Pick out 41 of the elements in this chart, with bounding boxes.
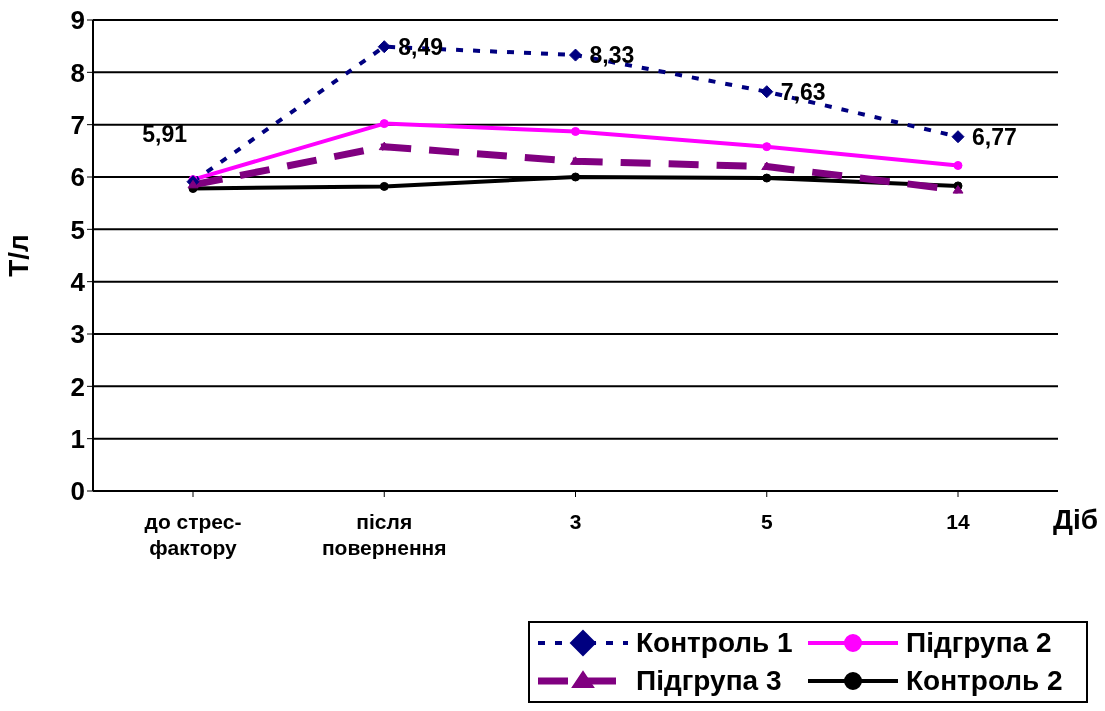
point	[379, 119, 389, 129]
y-tick-label: 1	[70, 423, 85, 454]
y-axis-title: Т/л	[2, 234, 34, 277]
data-label: 5,91	[142, 120, 188, 147]
data-label: 7,63	[780, 78, 826, 105]
legend-label: Підгрупа 3	[636, 665, 782, 697]
point	[762, 173, 772, 183]
point	[379, 181, 389, 191]
y-tick-label: 2	[70, 371, 85, 402]
x-tick-label: 3	[569, 510, 582, 533]
legend-label: Контроль 2	[906, 665, 1063, 697]
point	[570, 156, 581, 165]
y-tick-label: 6	[70, 162, 85, 193]
y-tick-label: 3	[70, 319, 85, 350]
point	[571, 126, 580, 136]
point	[187, 179, 199, 189]
y-tick-label: 7	[70, 109, 85, 140]
x-tick-label: 14	[946, 510, 970, 533]
point	[571, 172, 580, 182]
x-tick-label: до стрес-фактору	[144, 510, 242, 559]
point	[762, 142, 772, 152]
data-label: 6,77	[972, 123, 1017, 150]
point	[377, 40, 391, 54]
y-tick-label: 9	[70, 5, 85, 36]
x-tick-label: після повернення	[321, 510, 447, 559]
legend-label: Підгрупа 2	[906, 627, 1052, 659]
point	[378, 141, 390, 151]
y-tick-label: 5	[70, 214, 85, 245]
x-tick-label: 5	[760, 510, 773, 533]
point	[569, 48, 582, 62]
y-tick-label: 0	[70, 476, 85, 507]
y-tick-label: 4	[70, 266, 86, 297]
point	[952, 185, 964, 194]
legend-label: Контроль 1	[636, 627, 793, 659]
data-label: 8,33	[589, 42, 635, 69]
y-tick-label: 8	[70, 57, 85, 88]
x-axis-title: Діб	[1052, 503, 1098, 535]
data-label: 8,49	[398, 33, 444, 60]
point	[953, 160, 963, 170]
point	[951, 130, 965, 144]
point	[760, 85, 774, 99]
